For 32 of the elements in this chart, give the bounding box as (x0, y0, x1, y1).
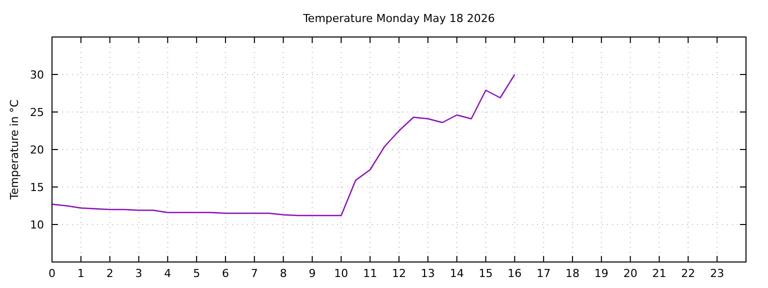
x-tick-label: 18 (566, 267, 580, 280)
x-tick-label: 8 (280, 267, 287, 280)
x-tick-label: 23 (710, 267, 724, 280)
x-tick-label: 15 (478, 267, 493, 280)
line-series (51, 74, 516, 216)
y-tick-label: 20 (30, 144, 44, 156)
x-tick-label: 6 (222, 267, 229, 280)
y-tick-label: 30 (30, 68, 44, 82)
x-tick-label: 16 (508, 267, 522, 280)
y-axis-title: Temperature in °C (8, 99, 21, 200)
y-tick-label: 15 (30, 181, 44, 194)
x-tick-label: 22 (681, 267, 696, 280)
x-tick-label: 20 (623, 267, 638, 280)
x-tick-label: 21 (652, 267, 666, 280)
x-tick-label: 7 (250, 267, 258, 280)
chart-title: Temperature Monday May 18 2026 (302, 12, 495, 25)
x-tick-label: 5 (193, 267, 200, 280)
x-tick-label: 12 (392, 267, 406, 280)
y-tick-label: 25 (30, 106, 44, 119)
x-tick-label: 19 (594, 267, 608, 280)
x-tick-label: 0 (48, 267, 56, 280)
x-tick-label: 9 (308, 267, 316, 280)
x-tick-label: 3 (135, 267, 142, 280)
x-tick-label: 2 (106, 267, 114, 280)
x-tick-label: 10 (334, 267, 348, 280)
x-tick-label: 13 (420, 267, 435, 280)
x-tick-label: 14 (450, 267, 464, 280)
x-tick-label: 1 (77, 267, 84, 280)
x-tick-label: 4 (164, 267, 172, 280)
x-tick-label: 17 (536, 267, 551, 280)
y-tick-label: 10 (30, 218, 44, 232)
x-tick-label: 11 (363, 267, 378, 280)
